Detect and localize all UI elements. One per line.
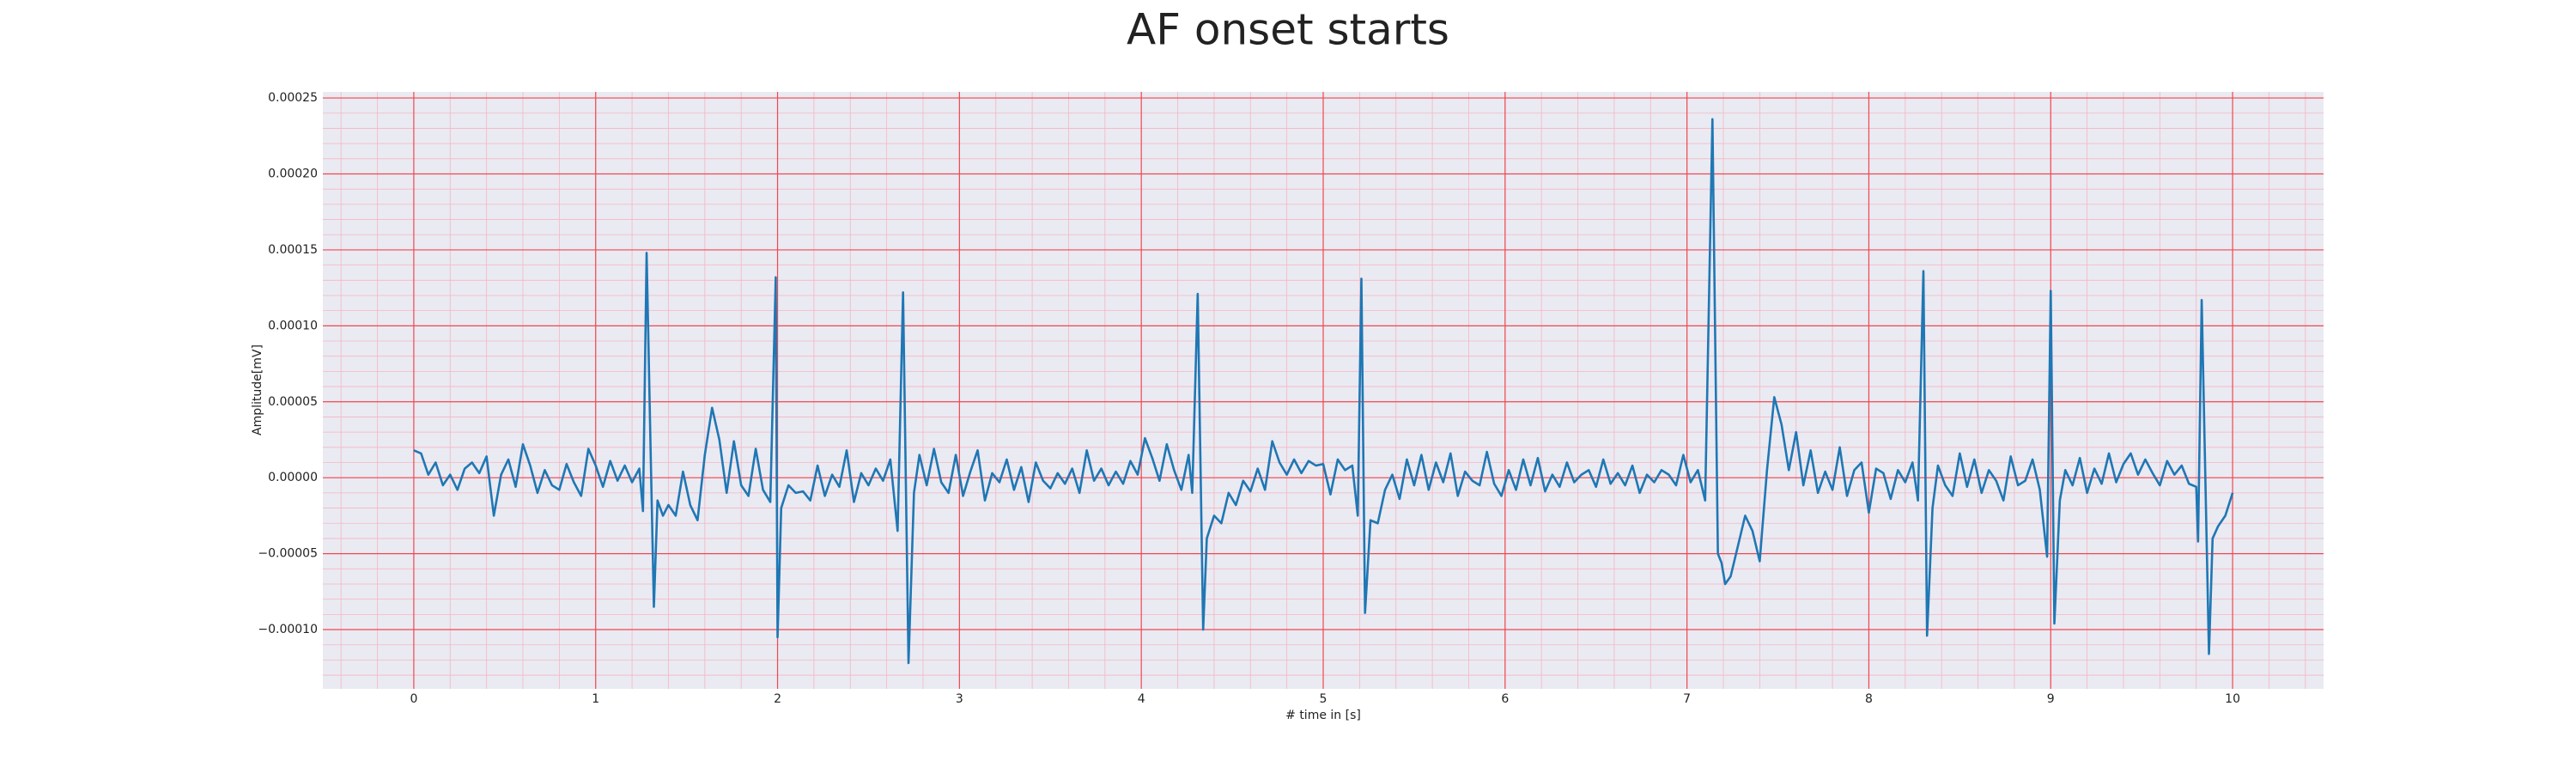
y-tick-label: 0.00025 bbox=[268, 91, 318, 105]
x-tick-label: 7 bbox=[1683, 692, 1691, 706]
y-tick-label: 0.00015 bbox=[268, 243, 318, 257]
x-tick-label: 3 bbox=[956, 692, 963, 706]
y-tick-label: 0.00020 bbox=[268, 167, 318, 180]
x-axis-label: # time in [s] bbox=[1285, 709, 1361, 722]
x-tick-label: 5 bbox=[1320, 692, 1327, 706]
x-tick-label: 0 bbox=[410, 692, 417, 706]
y-axis-label: Amplitude[mV] bbox=[251, 344, 264, 435]
y-tick-label: 0.00000 bbox=[268, 471, 318, 484]
y-tick-label: −0.00010 bbox=[258, 623, 318, 636]
x-tick-label: 9 bbox=[2047, 692, 2055, 706]
y-tick-label: 0.00010 bbox=[268, 319, 318, 332]
x-tick-label: 8 bbox=[1865, 692, 1873, 706]
x-tick-label: 4 bbox=[1138, 692, 1145, 706]
x-tick-label: 1 bbox=[592, 692, 599, 706]
y-tick-label: 0.00005 bbox=[268, 395, 318, 409]
y-tick-label: −0.00005 bbox=[258, 547, 318, 561]
x-tick-label: 10 bbox=[2225, 692, 2240, 706]
x-tick-label: 2 bbox=[774, 692, 781, 706]
chart-title: AF onset starts bbox=[1127, 5, 1449, 55]
x-tick-label: 6 bbox=[1501, 692, 1509, 706]
signal-line bbox=[413, 118, 2234, 665]
